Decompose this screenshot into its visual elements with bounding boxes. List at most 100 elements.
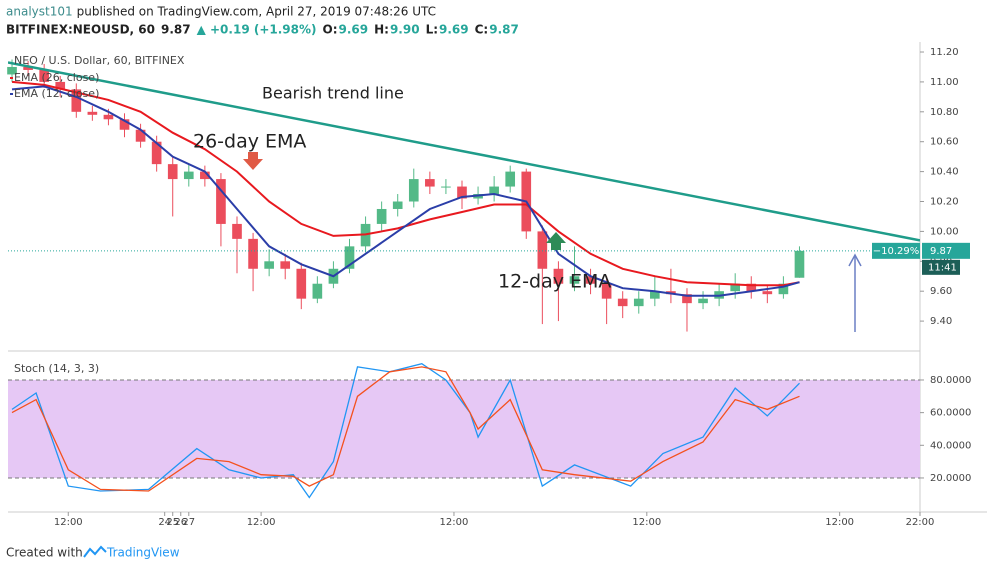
y-tick-label: 20.0000: [930, 473, 971, 484]
candle-body: [778, 283, 789, 295]
trend-line: [8, 61, 920, 242]
ohlc-key: O:: [323, 23, 338, 37]
ema-line: [11, 85, 800, 297]
candle-body: [633, 298, 644, 307]
candle-body: [553, 268, 564, 284]
candle-body: [441, 186, 451, 188]
candle-body: [746, 283, 757, 292]
candle-body: [296, 268, 307, 299]
ohlc: O: 9.69 H: 9.90 L: 9.69 C: 9.87: [323, 23, 519, 37]
candle-body: [135, 129, 146, 142]
symbol-title: NEO / U.S. Dollar, 60, BITFINEX: [14, 54, 185, 67]
candle-body: [183, 171, 194, 180]
x-tick-label: 12:00: [54, 517, 83, 528]
author[interactable]: analyst101: [6, 5, 73, 19]
candle-body: [7, 66, 17, 75]
annotation: 26-day EMA: [193, 131, 306, 153]
symbol: BITFINEX:NEOUSD, 60: [6, 23, 155, 37]
ohlc-key: C:: [475, 23, 489, 37]
y-tick-label: 11.00: [930, 77, 959, 88]
y-tick-label: 10.00: [930, 226, 959, 237]
candle-body: [376, 208, 387, 224]
legend-entry: EMA (26, close): [14, 71, 99, 84]
ohlc-value: 9.87: [489, 23, 519, 37]
y-tick-label: 9.40: [930, 316, 952, 327]
change-badge: [872, 242, 920, 259]
candle-body: [650, 291, 660, 299]
y-tick-label: 80.0000: [930, 375, 971, 386]
footer-text: Created with: [6, 546, 83, 560]
x-tick-label: 26: [174, 517, 187, 528]
x-tick-label: 12:00: [247, 517, 276, 528]
x-tick-label: 27: [182, 517, 195, 528]
down-arrow: [243, 152, 263, 170]
candle-body: [248, 238, 258, 269]
candle-body: [119, 119, 130, 130]
candle-body: [698, 298, 708, 304]
countdown-label: 11:41: [928, 262, 957, 273]
stoch-band: [8, 379, 920, 478]
price-badge: [922, 242, 970, 259]
annotation: Bearish trend line: [262, 84, 404, 103]
arrow-head: [848, 253, 862, 267]
y-tick-label: 10.60: [930, 137, 959, 148]
candle-body: [344, 246, 355, 269]
candle-body: [682, 294, 692, 304]
candle-body: [216, 179, 226, 224]
candle-body: [87, 111, 98, 115]
price: 9.87: [161, 23, 191, 37]
candle-body: [151, 141, 162, 165]
candle-body: [489, 186, 499, 195]
countdown-badge: [922, 259, 960, 275]
candle-body: [505, 171, 516, 187]
candle-body: [425, 179, 435, 187]
ohlc-key: L:: [426, 23, 438, 37]
x-tick-label: 24: [158, 517, 171, 528]
ohlc-key: H:: [374, 23, 389, 37]
candle-body: [537, 231, 548, 269]
up-arrow: [546, 232, 566, 250]
stoch-panel-content: 20.0000 40.0000 60.0000 80.0000 12:00 24 12:00…: [8, 362, 971, 528]
ohlc-value: 9.90: [390, 23, 420, 37]
x-tick-label: 12:00: [632, 517, 661, 528]
x-tick-label: 12:00: [825, 517, 854, 528]
legend-entry: EMA (12, close): [14, 87, 99, 100]
change-label: −10.29%: [873, 246, 920, 257]
stoch-line: [11, 366, 800, 492]
candle-body: [55, 81, 66, 90]
candle-body: [730, 283, 741, 292]
x-tick-label: 12:00: [440, 517, 469, 528]
change: ▲ +0.19 (+1.98%): [197, 23, 317, 37]
price-panel: 9.409.609.8010.0010.2010.4010.6010.8011.…: [7, 47, 970, 332]
y-tick-label: 9.60: [930, 286, 952, 297]
annotation: 12-day EMA: [498, 271, 611, 293]
candle-body: [23, 66, 33, 70]
candle-body: [312, 283, 323, 299]
y-tick-label: 60.0000: [930, 408, 971, 419]
logo: [83, 545, 107, 558]
x-tick-label: 25: [166, 517, 179, 528]
price-label: 9.87: [930, 246, 952, 257]
candle-body: [762, 291, 773, 295]
x-tick-label: 22:00: [906, 517, 935, 528]
candle-body: [617, 298, 628, 307]
y-tick-label: 40.0000: [930, 440, 971, 451]
ohlc-value: 9.69: [339, 23, 369, 37]
candle-body: [71, 89, 82, 112]
y-tick-label: 10.40: [930, 167, 959, 178]
candle-body: [457, 186, 467, 199]
y-tick-label: 10.20: [930, 197, 959, 208]
ohlc-value: 9.69: [439, 23, 469, 37]
candle-body: [103, 114, 114, 120]
y-tick-label: 10.80: [930, 107, 959, 118]
candle-body: [232, 223, 242, 239]
ema-line: [11, 80, 800, 287]
candle-body: [200, 171, 210, 180]
y-tick-label: 11.20: [930, 47, 959, 58]
published: published on TradingView.com, April 27, …: [77, 5, 436, 19]
candle-body: [601, 283, 612, 299]
brand[interactable]: TradingView: [106, 546, 180, 560]
